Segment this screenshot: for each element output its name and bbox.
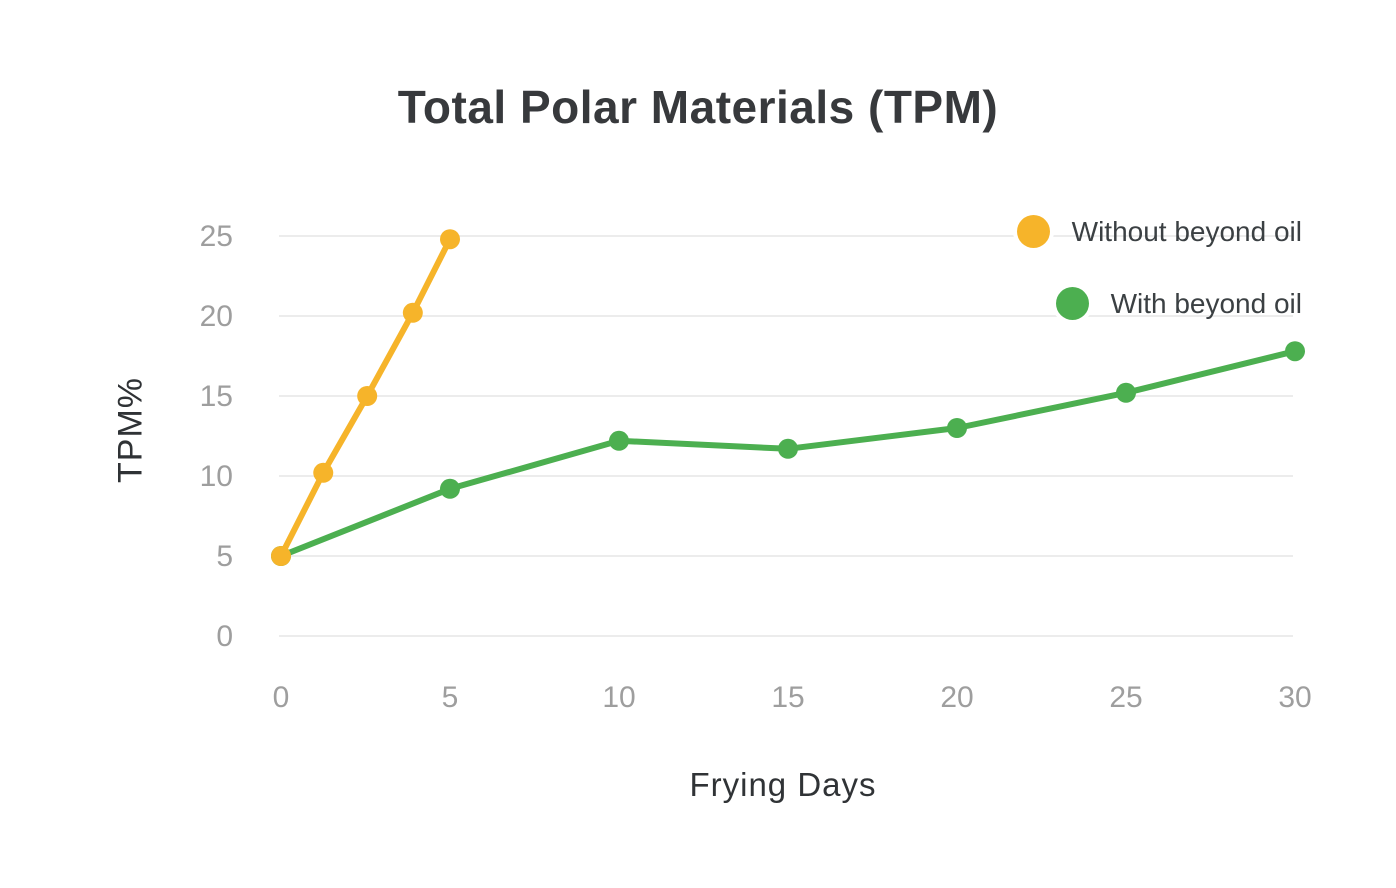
data-point: [357, 386, 378, 406]
x-tick-label: 0: [273, 681, 290, 714]
y-tick-label: 25: [200, 220, 233, 253]
data-point: [1285, 341, 1305, 362]
x-tick-label: 15: [771, 681, 804, 714]
legend-marker-icon: [1016, 215, 1050, 248]
data-point: [609, 430, 629, 451]
y-tick-label: 10: [200, 460, 233, 493]
legend-item-0: Without beyond oil: [1016, 215, 1302, 248]
chart-title: Total Polar Materials (TPM): [397, 81, 999, 133]
x-tick-label: 10: [602, 681, 635, 714]
legend-label: With beyond oil: [1110, 287, 1302, 319]
data-point: [778, 438, 798, 459]
data-point: [271, 546, 291, 566]
legend-item-1: With beyond oil: [1055, 287, 1302, 320]
y-tick-label: 15: [200, 380, 233, 413]
data-point: [1116, 382, 1136, 403]
x-tick-label: 20: [940, 681, 973, 714]
data-point: [402, 302, 423, 323]
x-tick-label: 30: [1278, 681, 1311, 714]
legend-marker-icon: [1055, 287, 1089, 320]
legend-label: Without beyond oil: [1071, 215, 1302, 247]
legend: Without beyond oil With beyond oil: [1016, 215, 1302, 320]
x-axis-label: Frying Days: [689, 766, 877, 803]
y-tick-label: 5: [216, 540, 233, 573]
data-point: [313, 462, 334, 483]
y-tick-label: 20: [200, 300, 233, 333]
y-tick-label: 0: [216, 620, 233, 653]
data-point: [440, 478, 460, 499]
data-point: [440, 229, 460, 250]
x-tick-label: 5: [442, 681, 459, 714]
x-tick-label: 25: [1109, 681, 1142, 714]
data-point: [947, 418, 967, 438]
